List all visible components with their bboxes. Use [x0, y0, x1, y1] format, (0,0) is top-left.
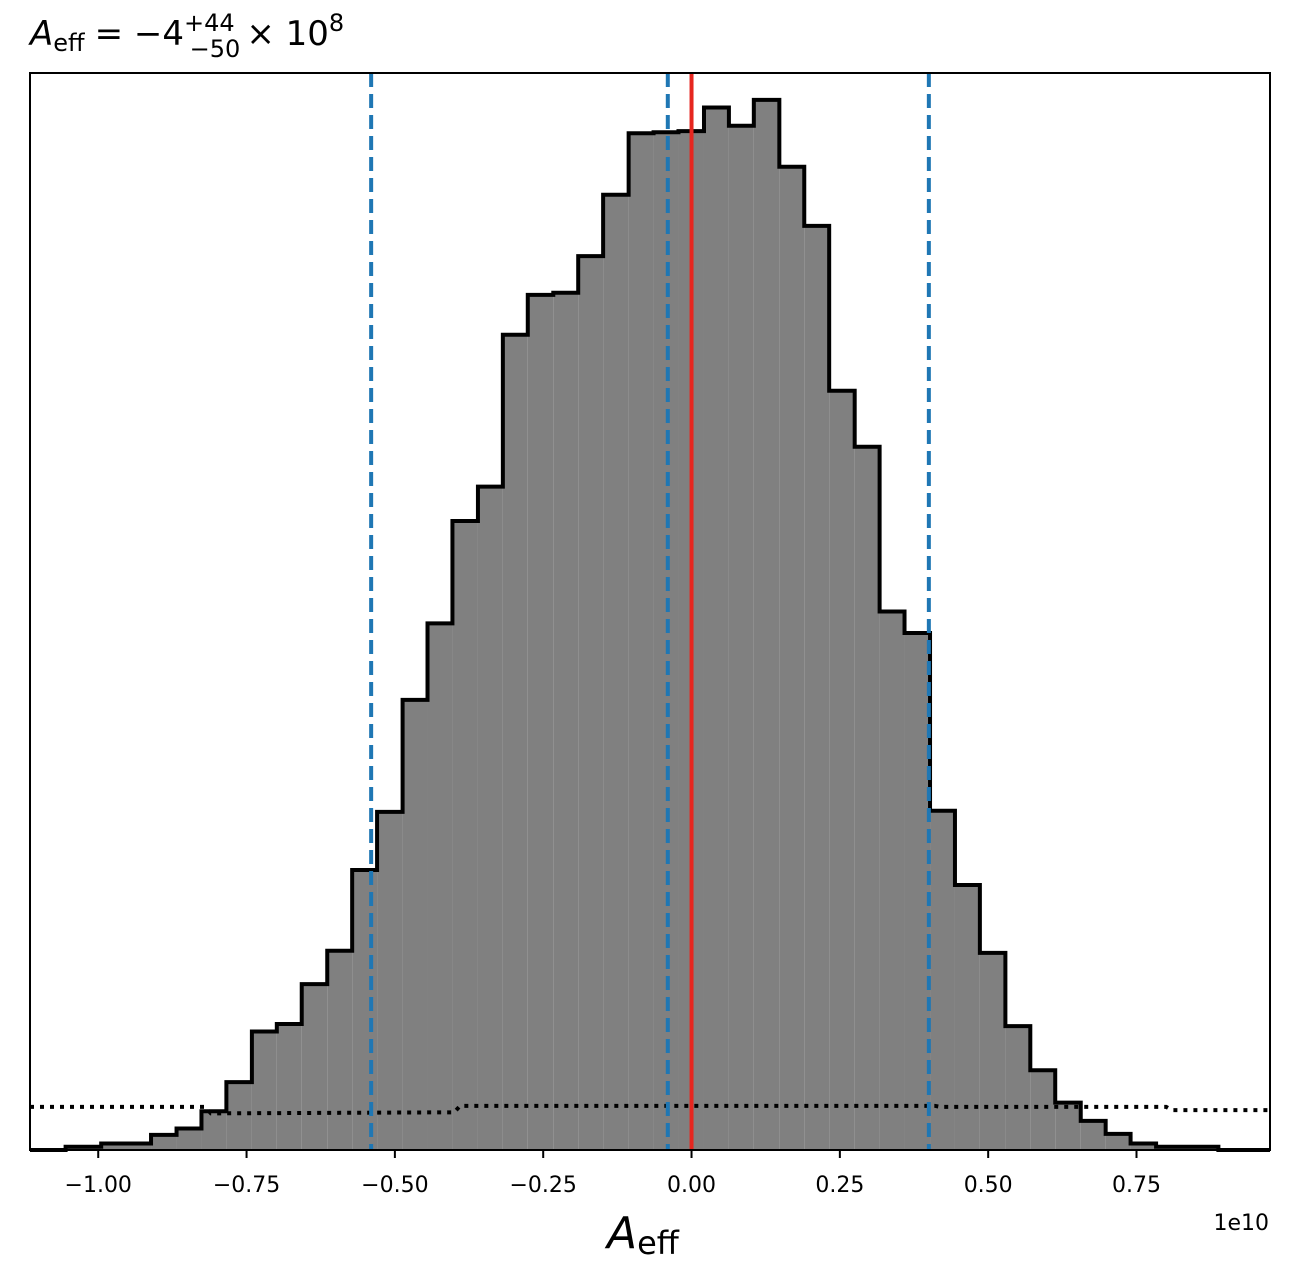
- histogram-bar: [728, 125, 754, 1151]
- histogram-bar: [427, 623, 453, 1150]
- histogram-bar: [101, 1143, 152, 1150]
- histogram-bar: [527, 294, 554, 1150]
- histogram-bar: [930, 810, 955, 1150]
- histogram-bar: [829, 390, 855, 1151]
- histogram-bar: [352, 869, 378, 1150]
- histogram-bar: [327, 950, 353, 1150]
- histogram-outline: [30, 97, 1270, 1152]
- x-axis-label: Aeff: [604, 1208, 680, 1262]
- x-tick-label: −0.50: [361, 1173, 428, 1198]
- x-tick-label: −1.00: [65, 1173, 132, 1198]
- x-tick-label: 0.25: [815, 1173, 864, 1198]
- histogram-bar: [854, 446, 880, 1150]
- title-sup: +44: [184, 9, 235, 37]
- histogram-bar: [201, 1111, 227, 1150]
- x-axis-ticks: −1.00 −0.75 −0.50 −0.25 0.00 0.25 0.50 0.75: [65, 1150, 1161, 1198]
- histogram-bar: [452, 521, 478, 1150]
- histogram-bar: [628, 133, 654, 1150]
- histogram-bar: [1055, 1102, 1081, 1150]
- histogram-bar: [377, 811, 403, 1150]
- plot-area: [30, 73, 1270, 1152]
- histogram-bar: [979, 952, 1006, 1150]
- histogram-bar: [301, 984, 328, 1150]
- histogram-bar: [477, 486, 503, 1150]
- axes-frame: [29, 72, 1271, 1151]
- title-equals: = −4: [95, 14, 184, 54]
- histogram-bar: [779, 166, 805, 1151]
- x-tick-label: −0.75: [213, 1173, 280, 1198]
- x-offset-label: 1e10: [1213, 1211, 1269, 1236]
- histogram-bar: [151, 1134, 177, 1150]
- x-tick-label: 0.00: [667, 1173, 716, 1198]
- histogram-bar: [703, 107, 729, 1151]
- histogram-bar: [753, 99, 780, 1150]
- histogram-bar: [226, 1082, 252, 1150]
- histogram-bar: [1130, 1143, 1157, 1150]
- histogram-bar: [804, 225, 830, 1150]
- histogram-bar: [553, 292, 579, 1150]
- xlabel-symbol: A: [604, 1208, 637, 1259]
- x-tick-label: 0.75: [1112, 1173, 1161, 1198]
- histogram-bar: [402, 699, 428, 1150]
- title-symbol: A: [28, 14, 53, 54]
- title-power: 8: [329, 9, 344, 37]
- histogram-bar: [502, 334, 528, 1150]
- histogram-bar: [251, 1031, 277, 1150]
- histogram-bar: [1005, 1026, 1031, 1150]
- histogram-bar: [954, 885, 980, 1150]
- title-times: × 10: [246, 14, 329, 54]
- chart-title: Aeff = −4+44 −50 × 108: [28, 9, 344, 63]
- prior-line: [30, 1103, 1270, 1116]
- histogram-bar: [276, 1023, 302, 1150]
- x-tick-label: 0.50: [964, 1173, 1013, 1198]
- title-sub: −50: [190, 35, 241, 63]
- xlabel-subscript: eff: [637, 1224, 680, 1262]
- histogram-bar: [176, 1128, 202, 1150]
- title-subscript: eff: [53, 29, 85, 57]
- histogram-bar: [1105, 1133, 1131, 1150]
- histogram-bar: [879, 611, 905, 1150]
- histogram-bar: [578, 256, 604, 1151]
- histogram-bar: [1030, 1070, 1056, 1150]
- histogram-bar: [603, 194, 629, 1151]
- x-tick-label: −0.25: [509, 1173, 576, 1198]
- histogram-bar: [904, 633, 931, 1150]
- histogram-bar: [1080, 1120, 1106, 1150]
